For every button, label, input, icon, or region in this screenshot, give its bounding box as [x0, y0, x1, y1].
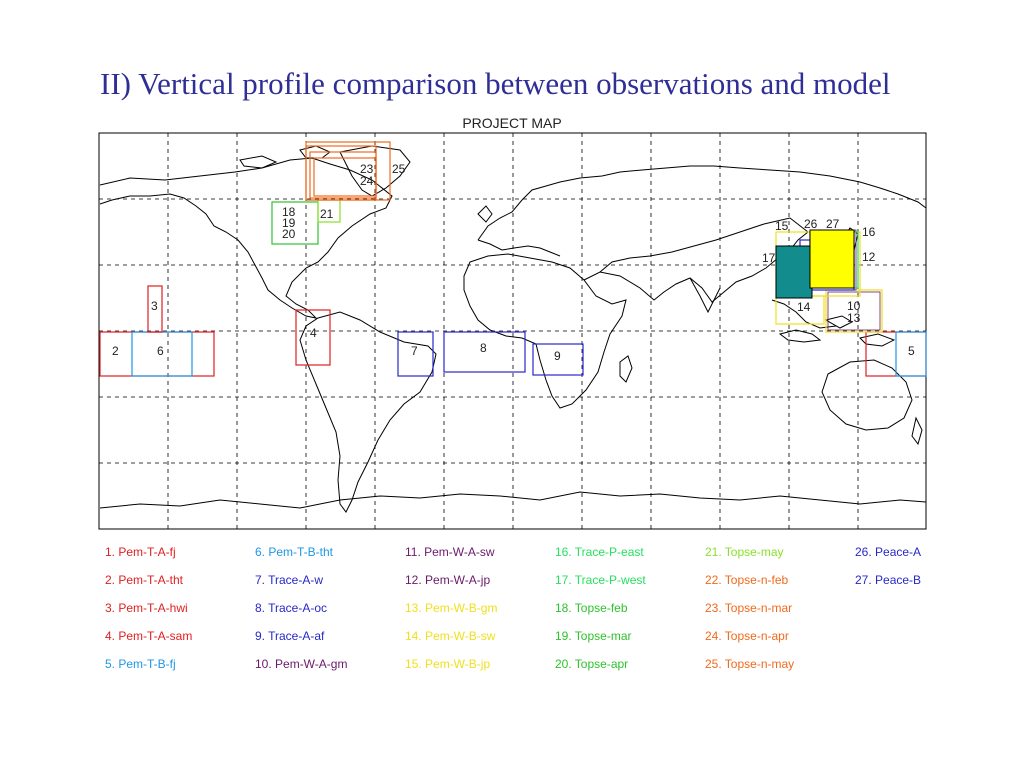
box-label-10: 10: [847, 299, 861, 313]
box-label-21: 21: [320, 207, 334, 221]
box-label-27: 27: [826, 217, 840, 231]
legend-item: 10. Pem-W-A-gm: [255, 657, 348, 671]
box-label-9: 9: [554, 349, 561, 363]
legend-item: 4. Pem-T-A-sam: [105, 629, 193, 643]
box-label-12: 12: [862, 250, 876, 264]
box-label-4: 4: [310, 326, 317, 340]
region-box-18-20: [271, 201, 319, 245]
region-box-27-filled: [809, 229, 855, 289]
box-label-2: 2: [112, 344, 119, 358]
box-label-25: 25: [392, 162, 406, 176]
box-label-8: 8: [480, 341, 487, 355]
region-box-25: [305, 141, 391, 201]
legend-item: 24. Topse-n-apr: [705, 629, 789, 643]
legend-item: 13. Pem-W-B-gm: [405, 601, 498, 615]
legend-item: 7. Trace-A-w: [255, 573, 324, 587]
box-labels: 2 6 3 4 7 8 9 5 18 19 20 21 23 24 25 15 …: [112, 162, 915, 363]
legend-item: 2. Pem-T-A-tht: [105, 573, 184, 587]
legend-item: 11. Pem-W-A-sw: [405, 545, 495, 559]
legend-item: 25. Topse-n-may: [705, 657, 795, 671]
box-label-15: 15: [775, 219, 789, 233]
legend-item: 26. Peace-A: [855, 545, 922, 559]
legend-item: 5. Pem-T-B-fj: [105, 657, 176, 671]
legend-item: 12. Pem-W-A-jp: [405, 573, 491, 587]
box-label-26: 26: [804, 217, 818, 231]
region-box-24: [313, 157, 377, 197]
legend-item: 3. Pem-T-A-hwi: [105, 601, 188, 615]
box-label-23: 23: [360, 162, 374, 176]
slide-title: II) Vertical profile comparison between …: [100, 66, 891, 101]
region-box-4: [295, 309, 331, 366]
box-label-20: 20: [282, 227, 296, 241]
legend: 1. Pem-T-A-fj 2. Pem-T-A-tht 3. Pem-T-A-hw…: [105, 545, 1005, 695]
region-box-8: [443, 331, 526, 373]
map-title: PROJECT MAP: [462, 115, 562, 131]
region-box-17-filled: [775, 245, 813, 299]
box-label-18: 18: [282, 205, 296, 219]
legend-item: 1. Pem-T-A-fj: [105, 545, 176, 559]
box-label-7: 7: [411, 344, 418, 358]
region-box-10: [827, 291, 881, 331]
legend-item: 16. Trace-P-east: [555, 545, 644, 559]
box-label-16: 16: [862, 225, 876, 239]
region-box-7: [397, 331, 434, 377]
legend-item: 23. Topse-n-mar: [705, 601, 793, 615]
legend-item: 27. Peace-B: [855, 573, 922, 587]
box-label-14: 14: [797, 300, 811, 314]
legend-item: 22. Topse-n-feb: [705, 573, 789, 587]
legend-item: 18. Topse-feb: [555, 601, 628, 615]
box-label-19: 19: [282, 216, 296, 230]
region-box-3: [147, 285, 163, 333]
box-label-3: 3: [151, 299, 158, 313]
legend-item: 17. Trace-P-west: [555, 573, 646, 587]
box-label-5: 5: [908, 344, 915, 358]
region-box-9: [532, 343, 584, 376]
legend-item: 8. Trace-A-oc: [255, 601, 328, 615]
legend-item: 14. Pem-W-B-sw: [405, 629, 496, 643]
legend-item: 19. Topse-mar: [555, 629, 632, 643]
region-box-5: [895, 331, 927, 377]
box-label-24: 24: [360, 174, 374, 188]
legend-item: 6. Pem-T-B-tht: [255, 545, 334, 559]
box-label-6: 6: [157, 344, 164, 358]
box-label-13: 13: [847, 311, 861, 325]
box-label-17: 17: [762, 251, 776, 265]
legend-item: 21. Topse-may: [705, 545, 784, 559]
legend-item: 15. Pem-W-B-jp: [405, 657, 491, 671]
legend-item: 9. Trace-A-af: [255, 629, 325, 643]
legend-item: 20. Topse-apr: [555, 657, 629, 671]
